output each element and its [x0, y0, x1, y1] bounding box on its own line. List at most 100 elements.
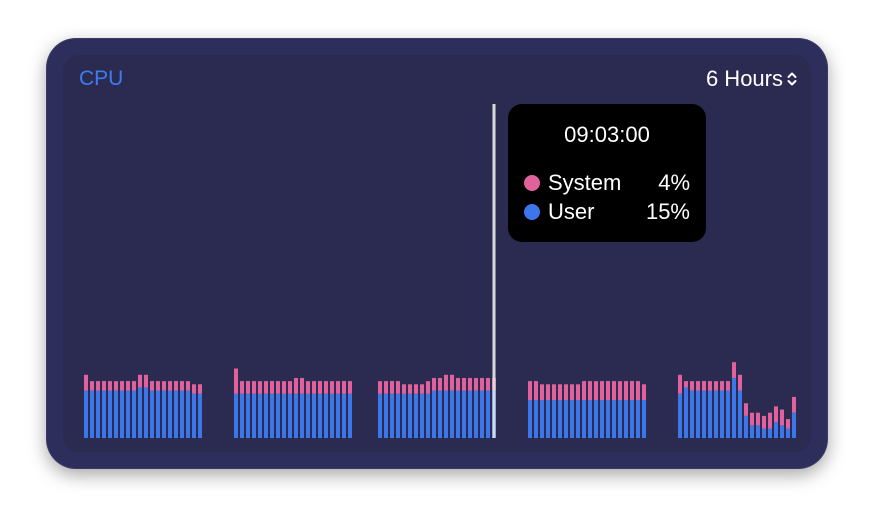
user-bar: [390, 393, 394, 438]
system-bar: [684, 381, 688, 388]
system-bar: [300, 377, 304, 394]
user-bar: [600, 400, 604, 438]
user-bar: [708, 390, 712, 438]
user-bar: [108, 390, 112, 438]
cpu-chart[interactable]: [63, 55, 811, 452]
time-range-selector[interactable]: 6 Hours: [706, 66, 797, 92]
user-bar: [300, 393, 304, 438]
system-bar: [444, 374, 448, 391]
chevron-up-down-icon: [787, 72, 797, 86]
user-bar: [618, 400, 622, 438]
user-bar: [408, 393, 412, 438]
user-bar: [174, 390, 178, 438]
user-bar: [414, 393, 418, 438]
system-bar: [402, 384, 406, 394]
user-bar: [378, 393, 382, 438]
user-bar: [720, 390, 724, 438]
user-bar: [420, 393, 424, 438]
user-bar: [696, 390, 700, 438]
user-bar: [564, 400, 568, 438]
system-bar: [294, 377, 298, 394]
user-bar: [138, 387, 142, 438]
user-bar: [462, 390, 466, 438]
user-bar: [612, 400, 616, 438]
system-bar: [462, 377, 466, 391]
system-bar: [588, 381, 592, 401]
user-bar: [120, 390, 124, 438]
system-bar: [750, 412, 754, 426]
user-bar: [318, 393, 322, 438]
system-bar: [144, 374, 148, 388]
user-bar: [624, 400, 628, 438]
system-bar: [744, 403, 748, 416]
system-bar: [180, 381, 184, 391]
user-bar: [546, 400, 550, 438]
system-bar: [780, 409, 784, 426]
system-bar: [708, 381, 712, 391]
user-bar: [684, 387, 688, 438]
tooltip-user-value: 15%: [645, 199, 690, 224]
system-bar: [396, 381, 400, 394]
system-bar: [282, 381, 286, 394]
system-bar: [138, 374, 142, 388]
user-bar: [96, 390, 100, 438]
user-bar: [324, 393, 328, 438]
user-legend-dot: [524, 204, 540, 220]
tooltip-time: 09:03:00: [564, 122, 650, 147]
user-bar: [552, 400, 556, 438]
system-bar: [474, 377, 478, 391]
user-bar: [576, 400, 580, 438]
user-bar: [270, 393, 274, 438]
user-bar: [156, 390, 160, 438]
system-bar: [546, 384, 550, 401]
system-bar: [264, 381, 268, 394]
system-bar: [126, 381, 130, 391]
user-bar: [774, 422, 778, 438]
system-bar: [330, 381, 334, 394]
system-bar: [198, 384, 202, 394]
system-bar: [732, 362, 736, 378]
user-bar: [384, 393, 388, 438]
user-bar: [570, 400, 574, 438]
user-bar: [480, 390, 484, 438]
user-bar: [432, 390, 436, 438]
user-bar: [330, 393, 334, 438]
user-bar: [702, 390, 706, 438]
system-bar: [234, 368, 238, 394]
system-bar: [306, 381, 310, 394]
system-bar: [618, 381, 622, 401]
user-bar: [396, 393, 400, 438]
system-bar: [414, 384, 418, 394]
system-bar: [324, 381, 328, 394]
user-bar: [192, 393, 196, 438]
user-bar: [264, 393, 268, 438]
system-bar: [738, 374, 742, 391]
user-bar: [246, 393, 250, 438]
system-bar: [378, 381, 382, 394]
user-bar: [426, 393, 430, 438]
user-bar: [636, 400, 640, 438]
user-bar: [444, 390, 448, 438]
system-bar: [348, 381, 352, 394]
system-bar: [726, 381, 730, 391]
system-bar: [768, 412, 772, 429]
system-bar: [600, 381, 604, 401]
user-bar: [312, 393, 316, 438]
system-bar: [624, 381, 628, 401]
user-bar: [792, 412, 796, 438]
system-bar: [252, 381, 256, 394]
system-bar: [612, 381, 616, 401]
user-bar: [240, 393, 244, 438]
system-bar: [552, 384, 556, 401]
user-bar: [606, 400, 610, 438]
user-bar: [282, 393, 286, 438]
system-bar: [270, 381, 274, 394]
system-bar: [108, 381, 112, 391]
user-bar: [198, 393, 202, 438]
system-bar: [528, 381, 532, 401]
user-bar: [252, 393, 256, 438]
cpu-panel: CPU 6 Hours 09:03:00 System 4% User 15%: [63, 55, 811, 452]
system-bar: [390, 381, 394, 394]
system-bar: [120, 381, 124, 391]
user-bar: [276, 393, 280, 438]
